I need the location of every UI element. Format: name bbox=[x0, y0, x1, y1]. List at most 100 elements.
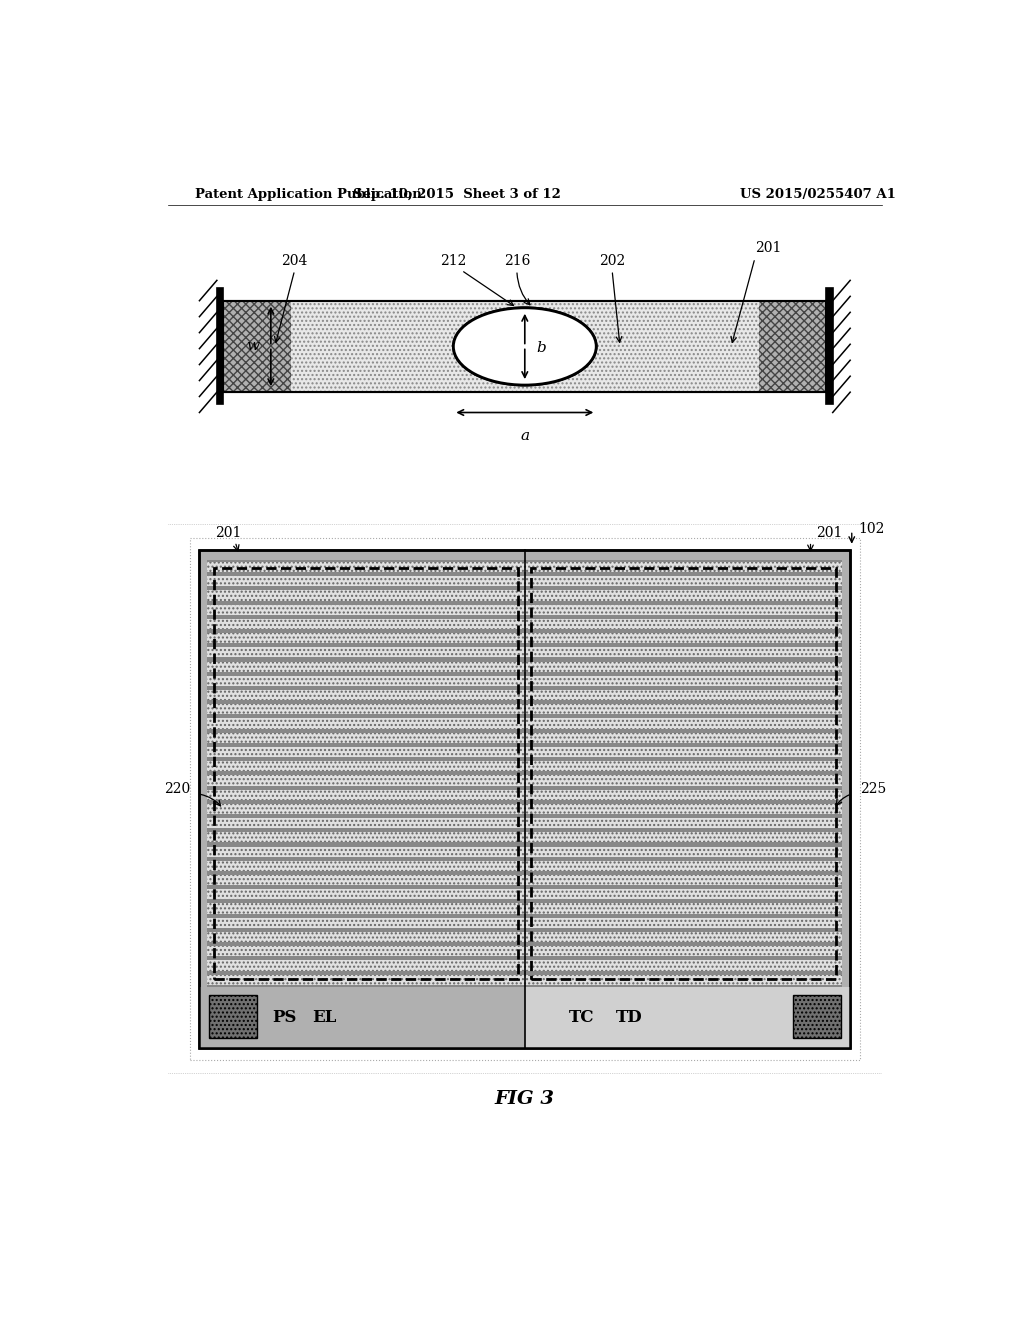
Text: EL: EL bbox=[312, 1008, 337, 1026]
Text: 202: 202 bbox=[599, 255, 626, 268]
Ellipse shape bbox=[454, 308, 596, 385]
Bar bbox=[207, 833, 842, 842]
Bar bbox=[524, 987, 850, 1048]
Bar bbox=[207, 605, 842, 615]
Bar bbox=[207, 873, 842, 887]
Bar bbox=[207, 562, 842, 572]
Bar bbox=[207, 846, 842, 857]
Bar bbox=[214, 568, 518, 978]
Text: PS: PS bbox=[272, 1008, 297, 1026]
Bar bbox=[207, 704, 842, 714]
Bar bbox=[207, 605, 842, 615]
Bar bbox=[223, 301, 826, 392]
Bar bbox=[207, 818, 842, 828]
Bar bbox=[207, 690, 842, 700]
Bar bbox=[207, 602, 842, 616]
Bar bbox=[207, 762, 842, 771]
Bar bbox=[207, 846, 842, 857]
Bar bbox=[207, 775, 842, 785]
Bar bbox=[207, 801, 842, 816]
Bar bbox=[207, 631, 842, 645]
Text: 201: 201 bbox=[816, 525, 842, 540]
Bar bbox=[207, 676, 842, 686]
Text: 201: 201 bbox=[215, 525, 242, 540]
Bar bbox=[207, 845, 842, 859]
Bar bbox=[207, 576, 842, 586]
Bar bbox=[531, 568, 836, 978]
Bar bbox=[291, 301, 759, 392]
Bar bbox=[207, 929, 842, 944]
Bar bbox=[207, 645, 842, 660]
Bar bbox=[207, 690, 842, 700]
Bar bbox=[207, 875, 842, 886]
Bar bbox=[207, 917, 842, 928]
Bar bbox=[207, 887, 842, 902]
Text: 216: 216 bbox=[504, 255, 530, 268]
Bar bbox=[207, 562, 842, 572]
Bar bbox=[223, 301, 826, 392]
Bar bbox=[793, 995, 841, 1038]
Text: 204: 204 bbox=[282, 255, 308, 268]
Bar bbox=[207, 590, 842, 601]
Bar bbox=[207, 718, 842, 729]
Bar bbox=[207, 932, 842, 942]
Text: 220: 220 bbox=[164, 781, 189, 796]
Bar bbox=[207, 747, 842, 758]
Bar bbox=[207, 733, 842, 743]
Bar bbox=[223, 301, 291, 392]
Text: 212: 212 bbox=[440, 255, 467, 268]
Text: 201: 201 bbox=[755, 242, 781, 255]
Bar bbox=[207, 958, 842, 973]
Text: TC: TC bbox=[568, 1008, 594, 1026]
Bar bbox=[207, 634, 842, 643]
Bar bbox=[207, 634, 842, 643]
Bar bbox=[207, 944, 842, 958]
Bar bbox=[207, 946, 842, 956]
Bar bbox=[207, 661, 842, 672]
Bar bbox=[207, 917, 842, 928]
Bar bbox=[207, 576, 842, 586]
Text: US 2015/0255407 A1: US 2015/0255407 A1 bbox=[740, 189, 896, 202]
Text: FIG 3: FIG 3 bbox=[495, 1089, 555, 1107]
Bar bbox=[207, 916, 842, 929]
Bar bbox=[207, 676, 842, 686]
Bar bbox=[759, 301, 826, 392]
Bar bbox=[207, 747, 842, 758]
Bar bbox=[207, 830, 842, 845]
Bar bbox=[826, 289, 833, 404]
Bar bbox=[207, 961, 842, 970]
Bar bbox=[207, 702, 842, 717]
Bar bbox=[207, 619, 842, 630]
Bar bbox=[207, 731, 842, 744]
Bar bbox=[207, 804, 842, 814]
Ellipse shape bbox=[454, 308, 596, 385]
Bar bbox=[209, 995, 257, 1038]
Bar bbox=[207, 619, 842, 630]
Bar bbox=[207, 673, 842, 688]
Bar bbox=[207, 733, 842, 743]
Bar bbox=[207, 788, 842, 801]
Bar bbox=[200, 987, 850, 1048]
Bar bbox=[207, 875, 842, 886]
Bar bbox=[207, 890, 842, 899]
Bar bbox=[200, 549, 850, 1048]
Bar bbox=[207, 903, 842, 913]
Bar bbox=[207, 974, 842, 985]
Bar bbox=[207, 759, 842, 774]
Bar bbox=[200, 549, 850, 1048]
Bar bbox=[207, 861, 842, 871]
Bar bbox=[207, 589, 842, 602]
Bar bbox=[207, 932, 842, 942]
Text: 225: 225 bbox=[860, 781, 886, 796]
Bar bbox=[207, 804, 842, 814]
Bar bbox=[207, 688, 842, 702]
Bar bbox=[207, 590, 842, 601]
Bar bbox=[207, 704, 842, 714]
Bar bbox=[207, 816, 842, 830]
Bar bbox=[207, 859, 842, 873]
Bar bbox=[207, 973, 842, 987]
Bar bbox=[207, 647, 842, 657]
Text: w: w bbox=[246, 339, 259, 354]
Bar bbox=[207, 616, 842, 631]
Bar bbox=[207, 789, 842, 800]
